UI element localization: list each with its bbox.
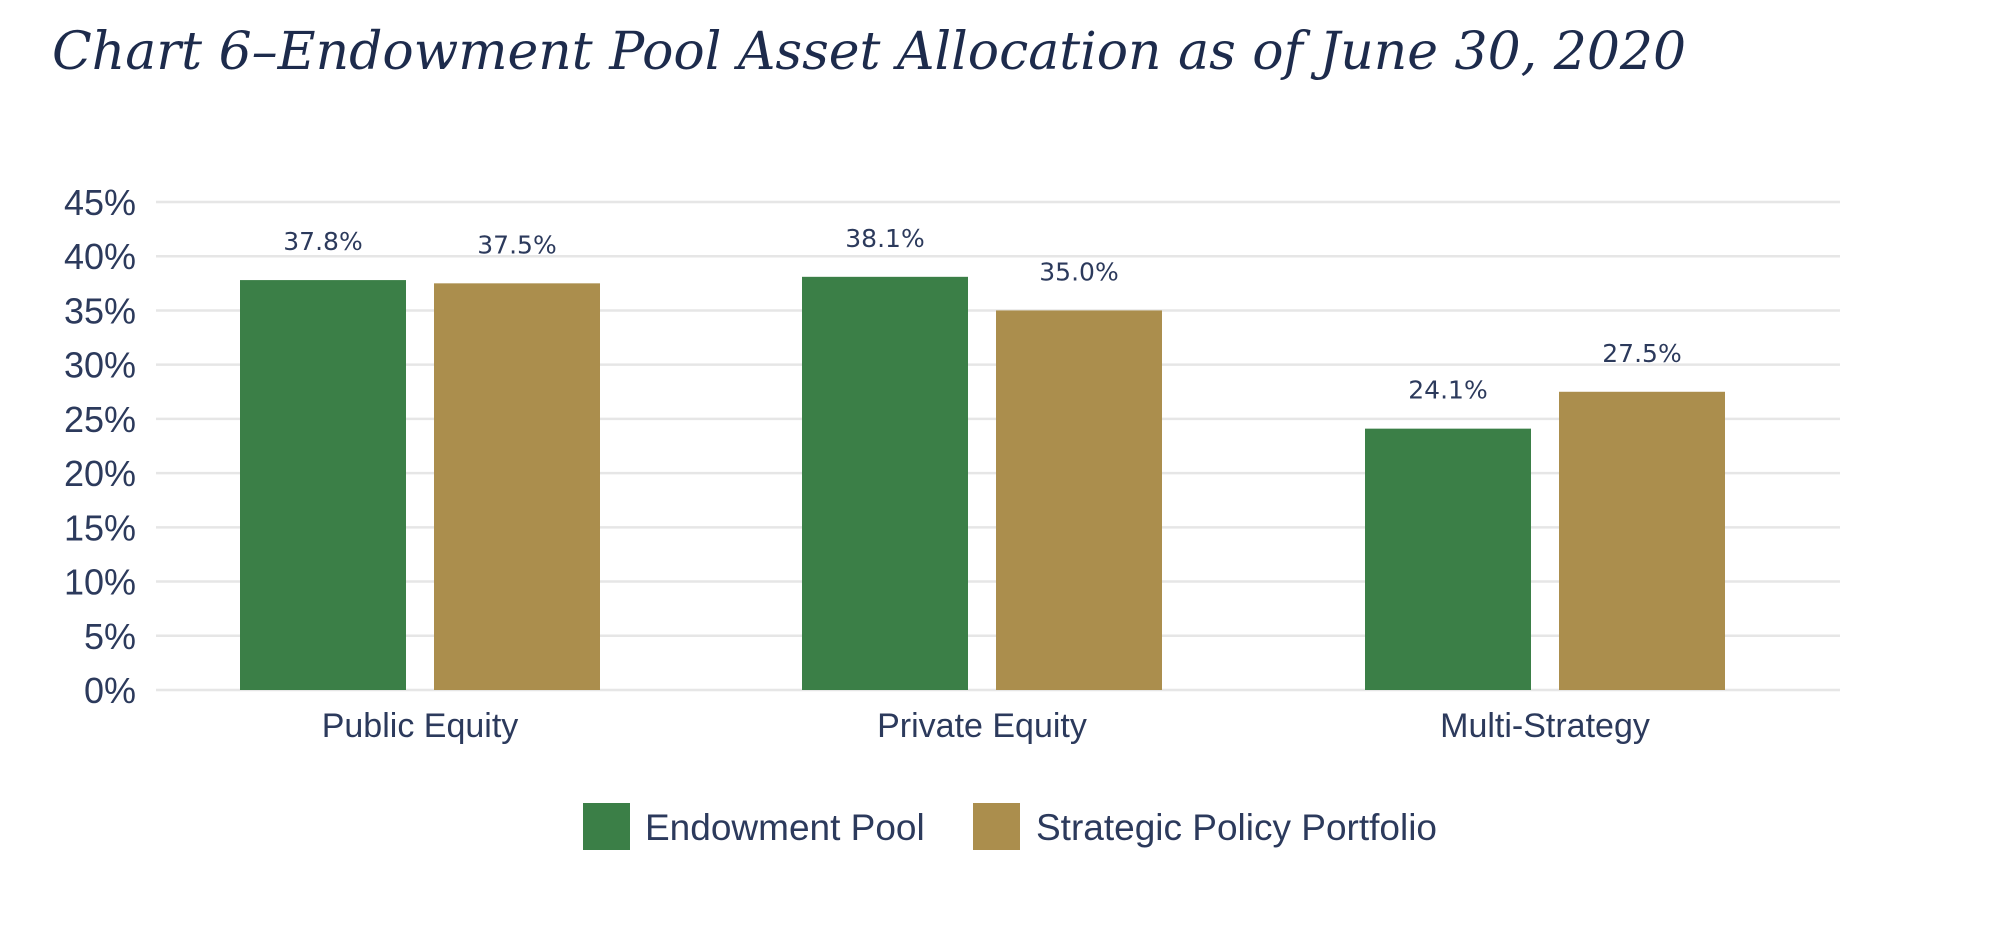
legend-swatch bbox=[583, 803, 630, 850]
bars bbox=[240, 276, 1725, 690]
bar bbox=[1559, 391, 1725, 690]
x-axis: Public Equity Private Equity Multi-Strateg… bbox=[322, 707, 1650, 745]
y-tick-label: 25% bbox=[64, 399, 136, 440]
y-tick-label: 20% bbox=[64, 453, 136, 494]
bar bbox=[1365, 428, 1531, 690]
y-tick-label: 40% bbox=[64, 236, 136, 277]
bar bbox=[802, 276, 968, 690]
legend-label: Endowment Pool bbox=[645, 807, 925, 848]
bar-value-label: 24.1% bbox=[1408, 376, 1487, 405]
bar bbox=[434, 283, 600, 690]
bar-value-label: 37.8% bbox=[283, 227, 362, 256]
legend-label: Strategic Policy Portfolio bbox=[1036, 807, 1437, 848]
bar-value-label: 38.1% bbox=[845, 224, 924, 253]
bar-value-label: 37.5% bbox=[477, 230, 556, 259]
legend: Endowment Pool Strategic Policy Portfolio bbox=[583, 803, 1437, 850]
y-tick-label: 30% bbox=[64, 345, 136, 386]
y-tick-label: 35% bbox=[64, 290, 136, 331]
y-tick-label: 0% bbox=[84, 670, 136, 711]
y-axis: 0% 5% 10% 15% 20% 25% 30% 35% 40% 45% bbox=[64, 182, 136, 711]
x-category-label: Multi-Strategy bbox=[1440, 707, 1650, 745]
y-tick-label: 45% bbox=[64, 182, 136, 223]
x-category-label: Private Equity bbox=[877, 707, 1087, 745]
bar bbox=[996, 310, 1162, 690]
legend-swatch bbox=[973, 803, 1020, 850]
data-labels: 37.8% 37.5% 38.1% 35.0% 24.1% 27.5% bbox=[283, 224, 1681, 405]
bar bbox=[240, 280, 406, 690]
bar-value-label: 27.5% bbox=[1602, 339, 1681, 368]
x-category-label: Public Equity bbox=[322, 707, 519, 745]
y-tick-label: 5% bbox=[84, 616, 136, 657]
chart-title: Chart 6–Endowment Pool Asset Allocation … bbox=[52, 22, 1687, 82]
y-tick-label: 15% bbox=[64, 507, 136, 548]
y-tick-label: 10% bbox=[64, 562, 136, 603]
bar-value-label: 35.0% bbox=[1039, 257, 1118, 286]
